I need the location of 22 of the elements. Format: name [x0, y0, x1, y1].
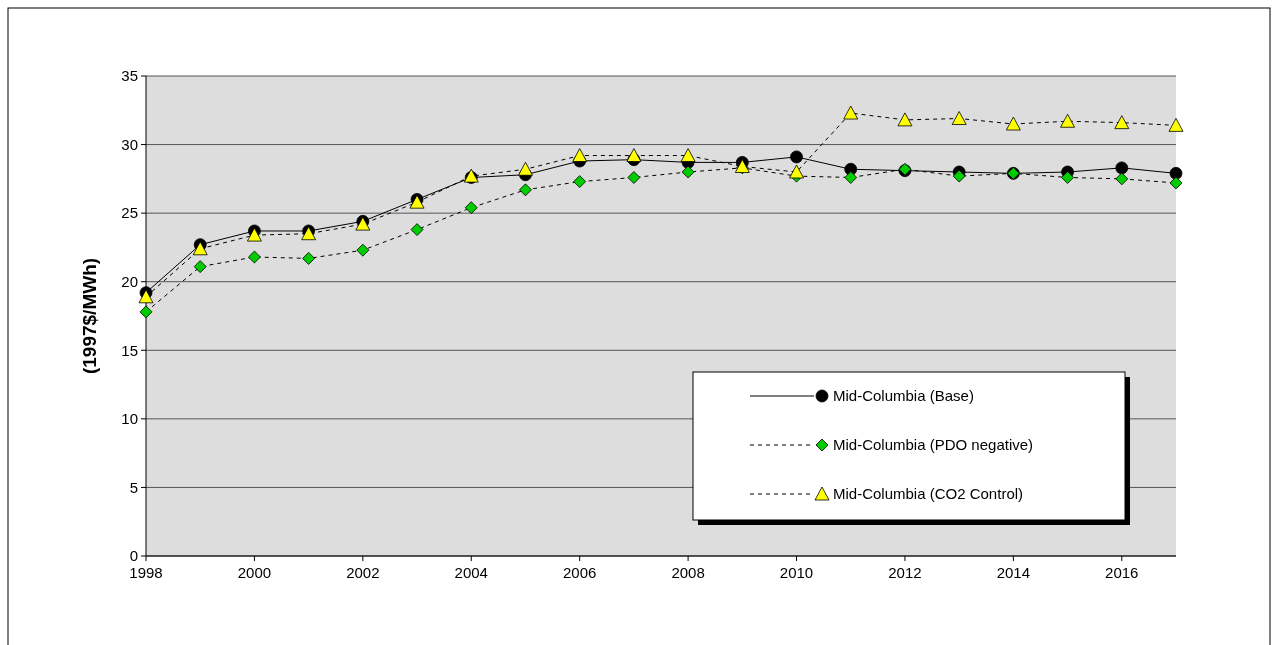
legend-label: Mid-Columbia (Base): [833, 387, 974, 405]
y-tick-label: 0: [129, 547, 138, 565]
y-tick-label: 15: [121, 341, 138, 359]
x-tick-label: 2004: [454, 564, 488, 581]
legend-label: Mid-Columbia (CO2 Control): [833, 485, 1024, 503]
x-tick-label: 2014: [996, 564, 1031, 581]
x-tick-label: 2002: [346, 564, 380, 581]
y-tick-label: 25: [121, 204, 138, 222]
x-tick-label: 2010: [779, 564, 814, 581]
x-tick-label: 2000: [237, 564, 272, 581]
x-tick-label: 1998: [129, 564, 163, 581]
x-tick-label: 2008: [671, 564, 705, 581]
y-tick-label: 35: [121, 67, 138, 85]
x-tick-label: 2016: [1105, 564, 1139, 581]
y-tick-label: 5: [129, 478, 138, 496]
y-tick-label: 30: [121, 135, 138, 153]
y-tick-label: 10: [121, 410, 138, 428]
y-axis-title: (1997$/MWh): [79, 257, 100, 375]
y-tick-label: 20: [121, 272, 138, 290]
x-tick-label: 2012: [888, 564, 922, 581]
x-tick-label: 2006: [563, 564, 597, 581]
legend-label: Mid-Columbia (PDO negative): [833, 436, 1034, 454]
